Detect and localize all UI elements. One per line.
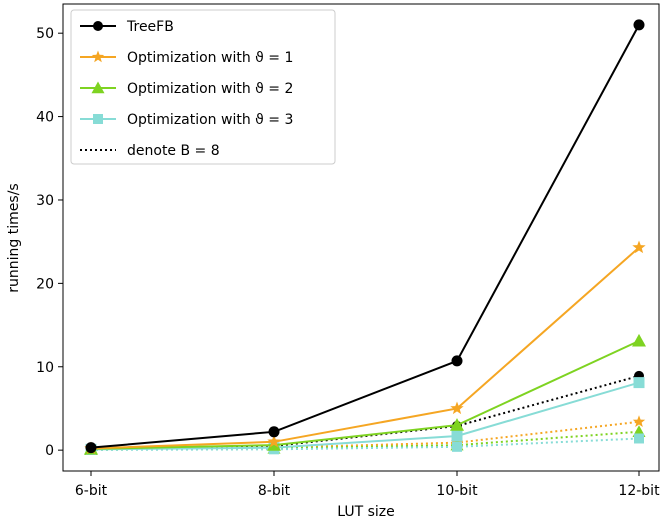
y-tick-label: 10 bbox=[36, 360, 54, 376]
data-point bbox=[633, 19, 645, 31]
legend-label: denote B = 8 bbox=[127, 143, 220, 159]
y-tick-label: 40 bbox=[36, 110, 54, 126]
legend-entry: Optimization with ϑ = 2 bbox=[80, 81, 293, 97]
legend-entry: TreeFB bbox=[80, 19, 174, 35]
legend-marker bbox=[91, 50, 105, 63]
x-axis-label: LUT size bbox=[337, 504, 395, 520]
legend-box bbox=[70, 9, 336, 165]
y-tick-label: 0 bbox=[45, 443, 54, 459]
data-point bbox=[451, 430, 463, 442]
legend: TreeFB Optimization with ϑ = 1 Optimizatio… bbox=[70, 9, 336, 165]
series-line bbox=[90, 437, 640, 451]
legend-entry: Optimization with ϑ = 1 bbox=[80, 50, 293, 66]
y-axis-label: running times/s bbox=[6, 183, 22, 292]
series-circle bbox=[85, 19, 645, 454]
series-layer bbox=[84, 19, 646, 456]
data-point bbox=[451, 355, 463, 367]
x-tick-label: 6-bit bbox=[75, 483, 108, 499]
legend-label: Optimization with ϑ = 1 bbox=[127, 50, 293, 66]
legend-entry: denote B = 8 bbox=[80, 143, 220, 159]
data-point bbox=[450, 401, 464, 415]
series-line bbox=[90, 246, 640, 450]
data-point bbox=[267, 434, 281, 448]
legend-label: TreeFB bbox=[126, 19, 174, 35]
y-tick-label: 20 bbox=[36, 276, 54, 292]
x-tick-label: 8-bit bbox=[258, 483, 291, 499]
data-point bbox=[633, 377, 645, 389]
series-line bbox=[90, 340, 640, 450]
data-point bbox=[634, 433, 644, 444]
legend-marker bbox=[93, 114, 103, 124]
data-point bbox=[85, 442, 97, 454]
data-point bbox=[268, 426, 280, 438]
x-tick-label: 10-bit bbox=[436, 483, 478, 499]
series-line bbox=[90, 381, 640, 451]
legend-entry: Optimization with ϑ = 3 bbox=[80, 112, 293, 128]
y-tick-label: 50 bbox=[36, 26, 54, 42]
y-tick-label: 30 bbox=[36, 193, 54, 209]
data-point bbox=[632, 240, 646, 254]
data-point bbox=[452, 441, 462, 452]
x-axis-ticks: 6-bit 8-bit 10-bit 12-bit bbox=[75, 471, 660, 499]
x-tick-label: 12-bit bbox=[618, 483, 660, 499]
legend-label: Optimization with ϑ = 2 bbox=[127, 81, 293, 97]
legend-marker bbox=[93, 21, 103, 31]
legend-label: Optimization with ϑ = 3 bbox=[127, 112, 293, 128]
y-axis-ticks: 0 10 20 30 40 50 bbox=[36, 26, 63, 459]
data-point bbox=[632, 333, 646, 347]
legend-marker bbox=[91, 81, 105, 94]
data-point bbox=[450, 418, 464, 431]
series-line bbox=[90, 24, 640, 449]
data-point bbox=[632, 415, 646, 428]
